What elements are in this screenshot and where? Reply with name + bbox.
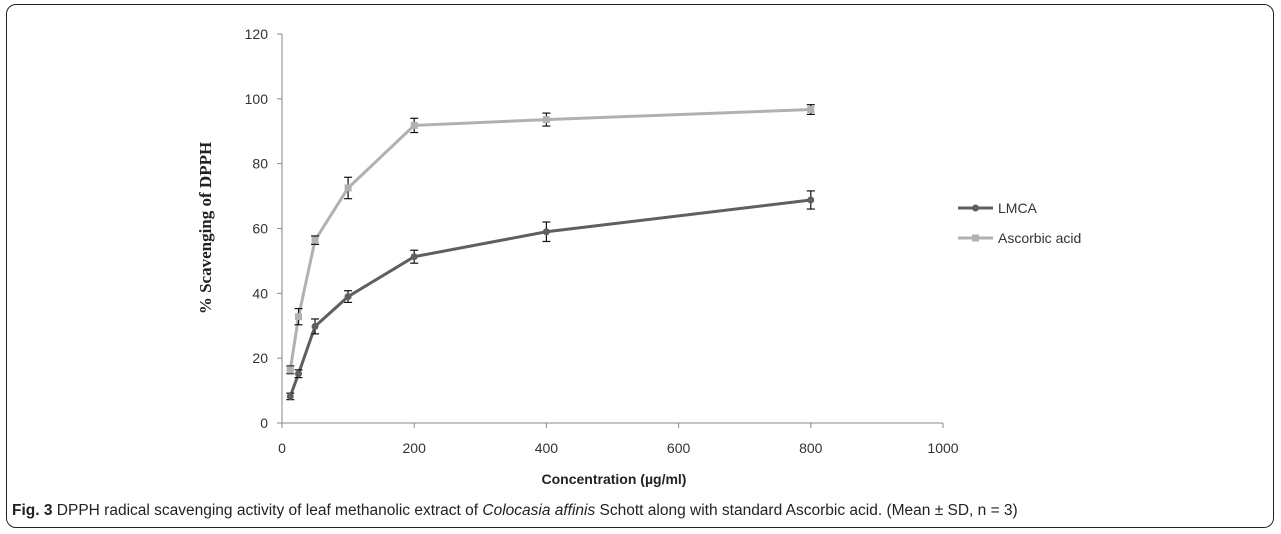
series-lmca <box>286 190 815 401</box>
x-tick-label: 600 <box>667 440 691 456</box>
x-axis-label: Concentration (µg/ml) <box>542 471 687 487</box>
data-point <box>542 116 550 124</box>
data-point <box>295 370 303 378</box>
data-point <box>344 184 352 192</box>
caption-text-before: DPPH radical scavenging activity of leaf… <box>52 502 483 519</box>
x-tick-label: 400 <box>535 440 559 456</box>
legend-marker <box>972 204 979 212</box>
chart-axes <box>281 34 943 424</box>
chart-legend: LMCA Ascorbic acid <box>958 200 1081 246</box>
caption-species: Colocasia affinis <box>482 502 596 519</box>
figure-frame <box>6 4 1274 528</box>
y-tick-label: 100 <box>245 91 269 107</box>
y-tick-label: 40 <box>252 285 268 301</box>
data-point <box>807 196 815 204</box>
legend-marker <box>972 234 979 242</box>
series-line <box>288 108 811 371</box>
legend-label: LMCA <box>998 200 1038 216</box>
data-point <box>286 392 294 400</box>
x-tick-label: 0 <box>278 440 286 456</box>
data-point <box>410 121 418 129</box>
data-point <box>542 228 550 236</box>
legend-item: LMCA <box>958 200 1038 216</box>
y-tick-label: 80 <box>252 156 268 172</box>
series-line <box>288 198 811 397</box>
legend-label: Ascorbic acid <box>998 230 1081 246</box>
x-tick-label: 200 <box>403 440 427 456</box>
data-point <box>311 322 319 330</box>
caption-label: Fig. 3 <box>12 502 53 519</box>
y-tick-label: 0 <box>260 415 268 431</box>
y-tick-label: 60 <box>252 221 268 237</box>
chart-series <box>286 104 815 401</box>
dpph-scavenging-chart: 0 20 40 60 80 100 120 0 200 400 600 800 1000 LMCA Asc… <box>196 26 1081 487</box>
caption-text-after: Schott along with standard Ascorbic acid… <box>595 502 1018 519</box>
x-tick-label: 800 <box>799 440 823 456</box>
data-point <box>807 106 815 114</box>
y-tick-label: 20 <box>252 350 268 366</box>
y-tick-label: 120 <box>245 26 269 42</box>
data-point <box>344 293 352 301</box>
legend-item: Ascorbic acid <box>958 230 1081 246</box>
data-point <box>311 236 319 244</box>
series-ascorbic-acid <box>286 104 815 375</box>
x-tick-label: 1000 <box>927 440 958 456</box>
chart-ticks: 0 20 40 60 80 100 120 0 200 400 600 800 1000 <box>245 26 959 456</box>
data-point <box>295 313 303 321</box>
data-point <box>410 253 418 261</box>
y-axis-label: % Scavenging of DPPH <box>196 142 215 314</box>
figure-caption: Fig. 3 DPPH radical scavenging activity … <box>12 502 1274 520</box>
data-point <box>286 366 294 374</box>
